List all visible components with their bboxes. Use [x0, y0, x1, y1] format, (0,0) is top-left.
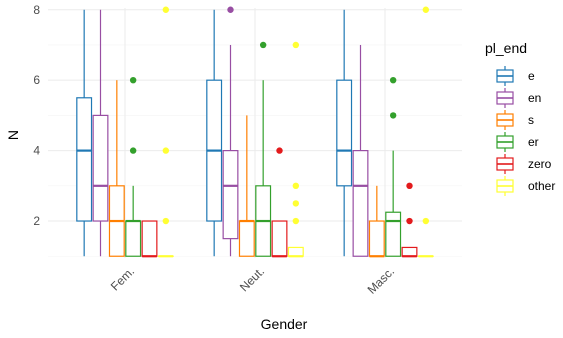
x-tick-label: Fem.: [108, 264, 137, 293]
outlier-point: [389, 112, 397, 119]
x-tick-label: Neut.: [237, 264, 267, 294]
box-e-neut: [206, 9, 223, 257]
outlier-point: [292, 182, 300, 190]
box-s-neut: [238, 115, 255, 257]
legend-item-er: er: [496, 132, 539, 152]
box-body: [271, 220, 288, 257]
legend-item-en: en: [496, 88, 541, 108]
y-axis-title: N: [5, 130, 21, 140]
legend-title: pl_end: [485, 40, 527, 56]
legend: pl_end e en s er zero other: [485, 40, 555, 196]
box-other-fem: [157, 6, 174, 258]
legend-label: e: [528, 69, 535, 83]
legend-item-other: other: [496, 176, 555, 196]
outlier-point: [276, 147, 283, 154]
box-body: [368, 220, 385, 257]
legend-label: s: [528, 113, 534, 127]
box-e-masc: [336, 9, 353, 257]
box-e-fem: [76, 9, 93, 257]
box-body: [222, 150, 239, 240]
plot-area: [76, 6, 434, 258]
outlier-point: [292, 200, 300, 207]
box-body: [141, 220, 158, 257]
box-body: [385, 211, 402, 257]
outlier-point: [162, 6, 170, 13]
outlier-point: [406, 217, 413, 225]
box-er-fem: [125, 76, 142, 257]
box-body: [401, 246, 418, 257]
legend-label: zero: [528, 157, 552, 171]
outlier-point: [129, 76, 137, 84]
legend-item-s: s: [496, 110, 534, 130]
box-er-masc: [385, 76, 402, 257]
y-axis: 2 4 6 8: [33, 3, 40, 228]
outlier-point: [422, 217, 430, 225]
outlier-point: [422, 6, 430, 13]
box-en-fem: [92, 9, 109, 257]
box-other-neut: [287, 41, 304, 258]
box-body: [287, 246, 304, 257]
box-body: [336, 79, 353, 187]
y-tick-label: 6: [33, 73, 40, 87]
outlier-point: [406, 182, 413, 190]
outlier-point: [162, 147, 170, 154]
box-en-neut: [222, 6, 239, 257]
outlier-point: [292, 217, 300, 225]
box-other-masc: [417, 6, 434, 258]
y-tick-label: 2: [33, 214, 40, 228]
box-zero-masc: [401, 182, 418, 258]
box-body: [125, 220, 142, 257]
box-body: [76, 97, 93, 222]
x-axis-title: Gender: [261, 316, 308, 332]
box-body: [352, 150, 369, 257]
legend-label: er: [528, 135, 539, 149]
box-body: [238, 220, 255, 257]
box-zero-neut: [271, 147, 288, 258]
outlier-point: [129, 147, 137, 154]
y-tick-label: 8: [33, 3, 40, 17]
box-en-masc: [352, 44, 369, 257]
outlier-point: [162, 217, 170, 225]
box-body: [92, 114, 109, 222]
legend-item-e: e: [496, 66, 535, 86]
box-s-fem: [108, 80, 125, 257]
legend-item-zero: zero: [496, 154, 552, 174]
legend-label: en: [528, 91, 541, 105]
outlier-point: [227, 6, 234, 13]
box-zero-fem: [141, 220, 158, 258]
legend-label: other: [528, 179, 555, 193]
box-er-neut: [255, 41, 272, 257]
outlier-point: [259, 41, 267, 49]
box-s-masc: [368, 185, 385, 258]
x-tick-label: Masc.: [365, 264, 398, 297]
outlier-point: [389, 76, 397, 84]
y-tick-label: 4: [33, 144, 40, 158]
x-axis: Fem. Neut. Masc.: [108, 264, 397, 297]
outlier-point: [292, 41, 300, 49]
